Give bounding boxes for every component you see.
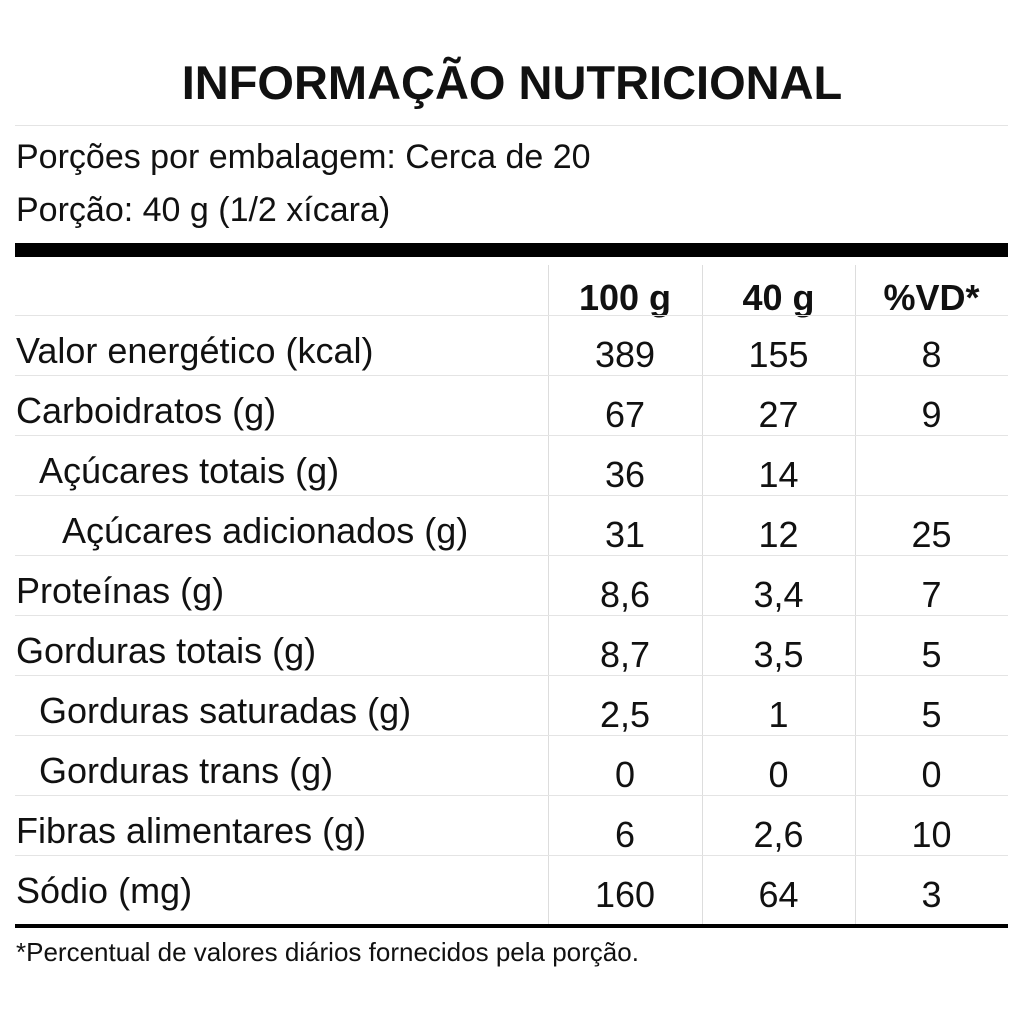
nutrient-label: Açúcares adicionados (g) — [62, 510, 469, 551]
row-divider — [15, 555, 1008, 556]
nutrient-label: Gorduras saturadas (g) — [39, 690, 412, 731]
nutrient-value: 0 — [614, 754, 636, 795]
nutrient-label: Gorduras trans (g) — [39, 750, 334, 791]
nutrient-value: 2,5 — [599, 694, 651, 735]
nutrient-label: Carboidratos (g) — [16, 390, 277, 431]
nutrient-label: Valor energético (kcal) — [16, 330, 374, 371]
nutrient-value: 6 — [614, 814, 636, 855]
nutrient-value: 5 — [921, 694, 942, 735]
servings-per-package: Porções por embalagem: Cerca de 20 — [16, 138, 591, 176]
nutrient-label: Açúcares totais (g) — [39, 450, 340, 491]
nutrient-value: 10 — [911, 814, 952, 855]
row-divider — [15, 315, 1008, 316]
row-divider — [15, 795, 1008, 796]
nutrient-value: 3 — [921, 874, 942, 915]
column-header: %VD* — [883, 277, 980, 318]
nutrient-value: 27 — [758, 394, 799, 435]
nutrient-value: 12 — [758, 514, 799, 555]
column-line — [855, 265, 856, 925]
nutrient-value: 31 — [604, 514, 646, 555]
nutrient-value: 25 — [911, 514, 952, 555]
column-header: 100 g — [578, 277, 672, 318]
title: INFORMAÇÃO NUTRICIONAL — [181, 56, 843, 109]
nutrient-value: 8 — [921, 334, 942, 375]
row-divider — [15, 615, 1008, 616]
serving-size: Porção: 40 g (1/2 xícara) — [16, 191, 391, 229]
column-line — [548, 265, 549, 925]
nutrient-value: 0 — [921, 754, 942, 795]
row-divider — [15, 495, 1008, 496]
nutrient-value: 8,7 — [599, 634, 651, 675]
thick-divider — [15, 243, 1008, 257]
row-divider — [15, 675, 1008, 676]
nutrient-value: 3,4 — [753, 574, 804, 615]
row-divider — [15, 855, 1008, 856]
nutrient-value: 2,6 — [753, 814, 804, 855]
nutrient-value: 8,6 — [599, 574, 651, 615]
nutrient-value: 0 — [768, 754, 789, 795]
row-divider — [15, 375, 1008, 376]
column-header: 40 g — [742, 277, 815, 318]
nutrient-value: 67 — [604, 394, 646, 435]
row-divider — [15, 735, 1008, 736]
nutrient-value: 64 — [758, 874, 799, 915]
nutrient-value: 7 — [921, 574, 942, 615]
nutrient-value: 1 — [768, 694, 789, 735]
nutrient-value: 160 — [594, 874, 656, 915]
nutrient-value: 3,5 — [753, 634, 804, 675]
nutrient-value: 14 — [758, 454, 799, 495]
nutrient-label: Proteínas (g) — [16, 570, 225, 611]
nutrient-value: 9 — [921, 394, 942, 435]
divider — [15, 125, 1008, 126]
nutrient-value: 155 — [748, 334, 809, 375]
nutrient-label: Gorduras totais (g) — [16, 630, 317, 671]
nutrient-label: Sódio (mg) — [16, 870, 193, 911]
row-divider — [15, 435, 1008, 436]
nutrient-value: 389 — [594, 334, 656, 375]
bottom-divider — [15, 924, 1008, 928]
column-line — [702, 265, 703, 925]
nutrient-label: Fibras alimentares (g) — [16, 810, 367, 851]
footnote: *Percentual de valores diários fornecido… — [16, 937, 639, 967]
nutrient-value: 5 — [921, 634, 942, 675]
nutrient-value: 36 — [604, 454, 646, 495]
